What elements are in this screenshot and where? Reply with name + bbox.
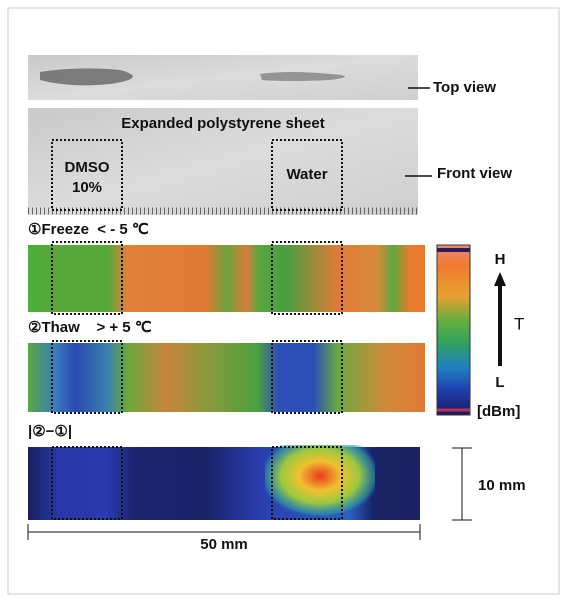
height-scale-label: 10 mm — [478, 477, 526, 494]
sheet-label: Expanded polystyrene sheet — [121, 115, 324, 132]
top-view-label: Top view — [433, 79, 496, 96]
water-label: Water — [286, 166, 327, 183]
colorbar-unit: [dBm] — [477, 403, 520, 420]
panel-label: ①Freeze < - 5 ℃ — [28, 221, 149, 238]
colorbar-high: H — [495, 251, 506, 268]
colorbar-axis: T — [514, 314, 524, 333]
thaw-map — [28, 343, 425, 412]
dmso-label: 10% — [72, 179, 102, 196]
difference-hotspot — [265, 445, 375, 522]
freeze-map — [28, 245, 425, 312]
figure: Top view Expanded polystyrene sheet DMSO… — [0, 0, 567, 602]
colorbar-low: L — [495, 374, 504, 391]
width-scale-label: 50 mm — [200, 536, 248, 553]
colorbar — [437, 245, 470, 415]
front-view-label: Front view — [437, 165, 512, 182]
panel-label: |②−①| — [28, 423, 72, 440]
panel-label: ②Thaw > + 5 ℃ — [28, 319, 152, 336]
dmso-label: DMSO — [65, 159, 110, 176]
